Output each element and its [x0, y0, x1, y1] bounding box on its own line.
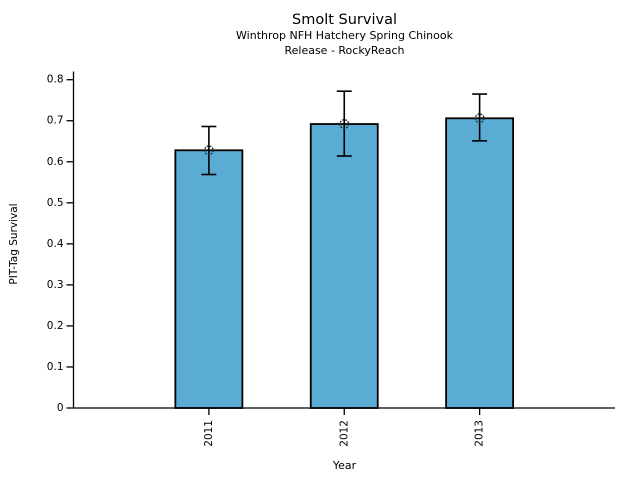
bar-2012	[309, 123, 379, 409]
x-tick-label-2013: 2013	[474, 420, 486, 447]
chart-subtitle-line1: Winthrop NFH Hatchery Spring Chinook	[236, 29, 453, 42]
point-marker-2013	[474, 113, 485, 124]
y-tick-label: 0.4	[47, 238, 64, 250]
y-tick-label: 0.7	[47, 115, 64, 127]
y-tick-label: 0.5	[47, 197, 64, 209]
y-tick-label: 0.1	[47, 361, 64, 373]
y-tick-label: 0.6	[47, 156, 64, 168]
y-tick-label: 0	[57, 402, 64, 414]
bar-2013	[445, 117, 515, 409]
y-tick-label: 0.8	[47, 74, 64, 86]
y-tick-label: 0.3	[47, 279, 64, 291]
bar-2011	[174, 149, 244, 409]
chart-title: Smolt Survival	[292, 12, 397, 28]
x-axis-label: Year	[332, 459, 357, 472]
point-marker-2011	[203, 145, 214, 156]
y-tick-label: 0.2	[47, 320, 64, 332]
chart-subtitle-line2: Release - RockyReach	[284, 44, 405, 57]
x-tick-label-2011: 2011	[203, 420, 215, 447]
point-marker-2012	[339, 119, 350, 130]
x-tick-label-2012: 2012	[338, 420, 350, 447]
